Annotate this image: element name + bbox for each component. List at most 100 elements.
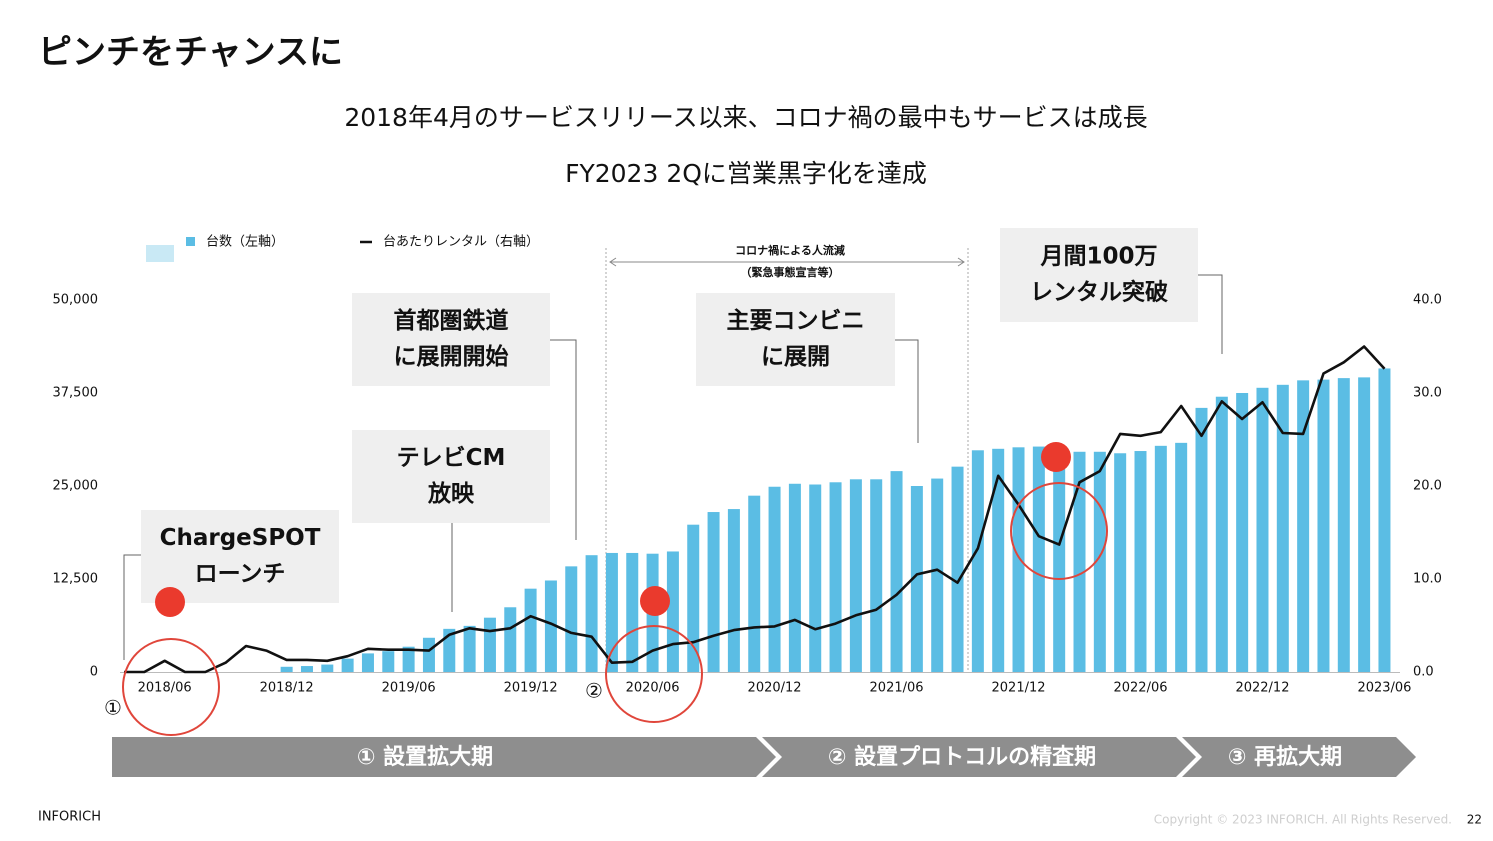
bar: [1297, 380, 1310, 672]
bar: [809, 484, 822, 672]
bar: [1378, 368, 1391, 672]
subtitle: 2018年4月のサービスリリース以来、コロナ禍の最中もサービスは成長: [344, 103, 1147, 132]
bar: [1053, 447, 1066, 672]
x-tick-label: 2020/06: [626, 681, 680, 696]
x-tick-label: 2022/06: [1113, 681, 1167, 696]
subtitle: FY2023 2Qに営業黒字化を達成: [565, 159, 927, 188]
bar: [524, 588, 537, 672]
bar: [321, 664, 334, 672]
bar: [341, 658, 354, 672]
y-tick-label: 12,500: [53, 572, 99, 587]
y-tick-label: 37,500: [53, 386, 99, 401]
highlight-ring: [122, 638, 220, 736]
slide-title: ピンチをチャンスに: [38, 33, 343, 73]
phase-label: ③ 再拡大期: [1228, 745, 1342, 770]
x-tick-label: 2018/12: [260, 681, 314, 696]
bar: [1195, 407, 1208, 672]
bar: [971, 450, 984, 672]
callout-box: [696, 293, 895, 386]
phase-label: ① 設置拡大期: [357, 744, 493, 770]
y2-tick-label: 40.0: [1413, 293, 1442, 308]
callout-text: 首都圏鉄道: [394, 307, 509, 334]
bar: [1154, 445, 1167, 672]
callout-text: レンタル突破: [1030, 279, 1168, 306]
callout-text: ローンチ: [195, 561, 286, 587]
bar: [585, 555, 598, 672]
bar: [788, 483, 801, 672]
bar: [666, 551, 679, 672]
bar: [727, 509, 740, 672]
highlight-dot: [1041, 442, 1071, 472]
bar: [626, 552, 639, 672]
period-arrow: [609, 257, 965, 267]
x-tick-label: 2022/12: [1235, 681, 1289, 696]
line-series: [124, 345, 1386, 674]
bar: [544, 580, 557, 672]
bar: [422, 637, 435, 672]
callout-connector: [123, 554, 141, 660]
y2-tick-label: 20.0: [1413, 479, 1442, 494]
bar: [1134, 451, 1147, 672]
bar: [829, 482, 842, 672]
copyright: Copyright © 2023 INFORICH. All Rights Re…: [1154, 813, 1452, 827]
y2-tick-label: 0.0: [1413, 665, 1434, 680]
callout-text: 月間100万: [1039, 244, 1157, 270]
bar: [382, 651, 395, 672]
bar: [1012, 447, 1025, 672]
bar: [443, 628, 456, 672]
bar: [504, 607, 517, 672]
highlight-ring: [605, 625, 703, 723]
x-tick-label: 2021/12: [992, 681, 1046, 696]
x-tick-label: 2019/12: [504, 681, 558, 696]
bar: [1256, 387, 1269, 672]
bar: [1175, 442, 1188, 672]
y-tick-label: 25,000: [53, 479, 99, 494]
bar: [951, 466, 964, 672]
phase-band: [112, 737, 776, 777]
page-number: 22: [1467, 813, 1482, 827]
bar: [1032, 446, 1045, 672]
phase-band: [1182, 737, 1416, 777]
y-tick-label: 50,000: [53, 293, 99, 308]
bar: [1276, 384, 1289, 672]
bar: [463, 625, 476, 672]
bar: [361, 653, 374, 672]
x-tick-label: 2023/06: [1357, 681, 1411, 696]
x-tick-label: 2018/06: [138, 681, 192, 696]
bar: [1358, 377, 1371, 672]
callout-connector: [1198, 274, 1223, 354]
bar: [280, 666, 293, 672]
marker: ②: [585, 679, 603, 703]
bar: [931, 478, 944, 672]
x-tick-label: 2019/06: [382, 681, 436, 696]
callout-connector: [895, 339, 919, 443]
highlight-ring: [1010, 482, 1108, 580]
y-tick-label: 0: [90, 665, 98, 680]
bar: [565, 566, 578, 672]
callout-box: [141, 510, 339, 603]
callout-text: 放映: [427, 480, 475, 507]
callout-box: [1000, 228, 1198, 322]
y2-tick-label: 10.0: [1413, 572, 1442, 587]
callout-text: に展開開始: [394, 343, 509, 370]
bar: [605, 552, 618, 672]
highlight-dot: [155, 587, 185, 617]
x-tick-label: 2020/12: [748, 681, 802, 696]
y2-tick-label: 30.0: [1413, 386, 1442, 401]
bar: [1337, 378, 1350, 672]
bar: [1093, 451, 1106, 672]
period-label: （緊急事態宣言等）: [741, 265, 840, 279]
legend-label: 台あたりレンタル（右軸）: [383, 235, 539, 250]
bar: [1114, 453, 1127, 672]
legend-label: 台数（左軸）: [206, 235, 284, 250]
bar: [483, 617, 496, 672]
phase-label: ② 設置プロトコルの精査期: [828, 744, 1096, 770]
bar: [992, 448, 1005, 672]
bar: [707, 512, 720, 672]
bar: [768, 486, 781, 672]
bar: [1236, 393, 1249, 672]
bar: [687, 524, 700, 672]
callout-box: [352, 293, 550, 386]
legend-swatch: [186, 237, 195, 246]
bar: [1073, 451, 1086, 672]
